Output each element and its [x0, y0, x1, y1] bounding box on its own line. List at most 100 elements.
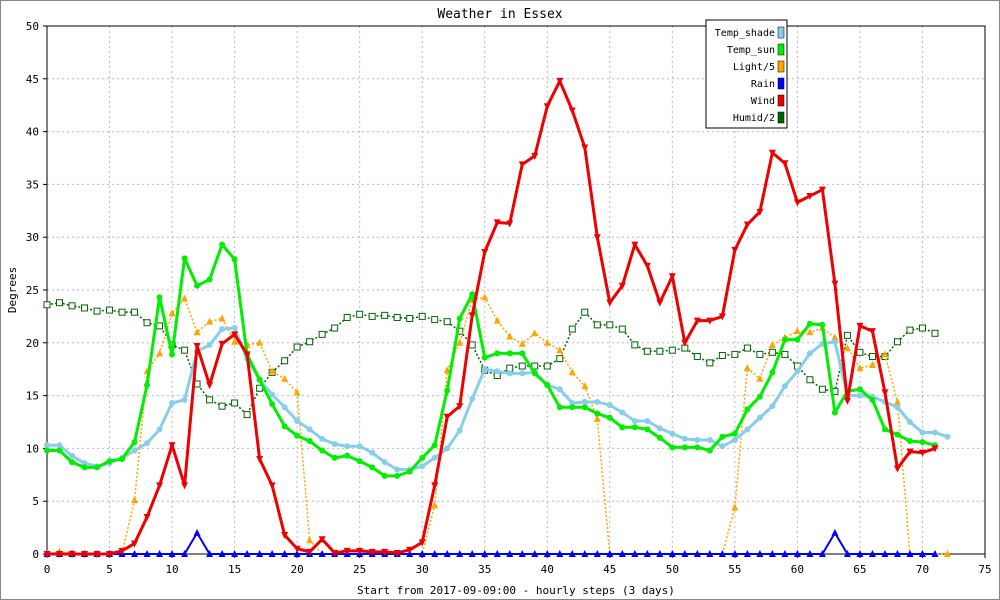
data-point-humid-2 [631, 341, 639, 349]
data-point-temp-shade [919, 429, 926, 436]
data-point-humid-2 [93, 307, 101, 315]
legend-label: Temp_shade [715, 28, 775, 39]
data-point-rain [793, 550, 801, 557]
data-point-wind [68, 551, 76, 558]
x-tick-label: 60 [791, 563, 804, 576]
data-point-rain [843, 550, 851, 557]
data-point-temp-sun [669, 444, 676, 451]
data-point-temp-sun [369, 464, 376, 471]
legend-label: Humid/2 [733, 113, 775, 124]
data-point-rain [693, 550, 701, 557]
data-point-humid-2 [293, 343, 301, 351]
data-point-temp-sun [481, 354, 488, 361]
data-point-rain [718, 550, 726, 557]
data-point-light-5 [581, 382, 589, 390]
data-point-temp-shade [444, 445, 451, 452]
data-point-temp-sun [456, 315, 463, 322]
x-tick-label: 40 [541, 563, 554, 576]
x-tick-label: 5 [106, 563, 113, 576]
data-point-temp-sun [769, 369, 776, 376]
data-point-wind [893, 465, 901, 473]
data-point-temp-sun [781, 336, 788, 343]
data-point-temp-shade [719, 443, 726, 450]
data-point-wind [806, 193, 814, 201]
data-point-temp-sun [506, 350, 513, 357]
data-point-temp-shade [69, 452, 76, 459]
data-point-humid-2 [806, 376, 814, 384]
legend-box [705, 19, 788, 129]
data-point-light-5 [743, 364, 751, 372]
data-point-temp-sun [681, 444, 688, 451]
data-point-wind [393, 549, 401, 557]
data-point-rain [856, 550, 864, 557]
data-point-wind [581, 144, 589, 152]
data-point-humid-2 [381, 311, 389, 319]
data-point-temp-sun [856, 386, 863, 393]
data-point-wind [456, 403, 464, 411]
data-point-rain [156, 550, 164, 557]
data-point-humid-2 [106, 306, 114, 314]
data-point-light-5 [793, 327, 801, 335]
data-point-temp-sun [906, 438, 913, 445]
data-point-wind [93, 551, 101, 558]
data-point-rain [293, 550, 301, 557]
data-point-temp-shade [856, 392, 863, 399]
data-point-temp-shade [481, 366, 488, 373]
data-point-temp-sun [594, 410, 601, 417]
data-point-temp-sun [644, 426, 651, 433]
data-point-wind [368, 548, 376, 556]
data-point-wind [206, 382, 214, 390]
data-point-temp-shade [56, 442, 63, 449]
data-point-temp-shade [831, 338, 838, 345]
data-point-rain [881, 550, 889, 557]
data-point-temp-sun [719, 433, 726, 440]
data-point-wind [293, 545, 301, 553]
data-point-rain [206, 550, 214, 557]
data-point-wind [743, 221, 751, 229]
data-point-humid-2 [243, 411, 251, 419]
data-point-rain [593, 550, 601, 557]
data-point-temp-shade [894, 404, 901, 411]
data-point-rain [568, 550, 576, 557]
data-point-rain [431, 550, 439, 557]
x-axis-ticks: 0 5 10 15 20 25 30 35 40 45 50 55 60 65 70 75 [44, 554, 992, 576]
data-point-rain [706, 550, 714, 557]
data-point-rain [868, 550, 876, 557]
data-point-rain [893, 550, 901, 557]
data-point-wind [231, 331, 239, 339]
data-point-wind [881, 389, 889, 397]
data-point-temp-shade [294, 417, 301, 424]
data-point-rain [506, 550, 514, 557]
data-point-light-5 [156, 349, 164, 357]
legend-swatch [777, 60, 785, 73]
data-point-humid-2 [893, 338, 901, 346]
data-point-wind [856, 322, 864, 330]
x-tick-label: 55 [728, 563, 741, 576]
data-point-wind [243, 351, 251, 359]
data-point-temp-sun [744, 406, 751, 413]
data-point-rain [418, 550, 426, 557]
data-point-humid-2 [818, 385, 826, 393]
chart-title: Weather in Essex [437, 7, 562, 22]
data-point-temp-shade [731, 436, 738, 443]
data-point-temp-sun [381, 472, 388, 479]
data-point-wind [331, 549, 339, 557]
x-tick-label: 50 [666, 563, 679, 576]
data-point-temp-sun [469, 291, 476, 298]
data-point-temp-shade [44, 442, 50, 449]
data-point-rain [606, 550, 614, 557]
data-point-temp-shade [494, 368, 501, 375]
data-point-light-5 [556, 346, 564, 354]
data-point-humid-2 [606, 321, 614, 329]
data-point-humid-2 [331, 324, 339, 332]
data-point-wind [656, 299, 664, 307]
y-tick-label: 20 [26, 337, 39, 350]
data-point-humid-2 [668, 346, 676, 354]
data-point-temp-shade [219, 326, 226, 333]
data-point-light-5 [531, 329, 539, 337]
data-point-temp-sun [694, 444, 701, 451]
data-point-temp-sun [656, 434, 663, 441]
data-point-rain [243, 550, 251, 557]
